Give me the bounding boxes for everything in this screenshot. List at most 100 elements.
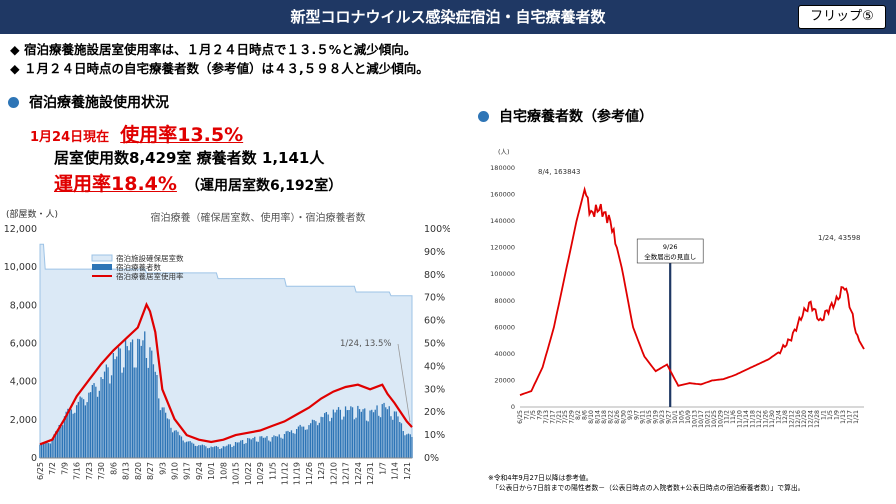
patient-bar	[397, 416, 399, 458]
x-tick-label: 11/2	[724, 410, 731, 424]
x-tick-label: 9/7	[633, 410, 640, 420]
patient-bar	[109, 383, 111, 458]
patient-bar	[240, 440, 242, 458]
patient-bar	[212, 447, 214, 458]
patient-bar	[348, 410, 350, 458]
y-tick-label: 20000	[494, 376, 515, 384]
patient-bar	[103, 371, 106, 458]
patient-bar	[355, 417, 357, 458]
patient-bar	[76, 405, 78, 458]
x-tick-label: 11/10	[737, 410, 744, 428]
patient-bar	[364, 408, 366, 458]
x-tick-label: 9/23	[659, 410, 666, 424]
y-tick-label: 180000	[490, 164, 515, 172]
patient-bar	[331, 417, 333, 458]
patient-bar	[102, 379, 104, 458]
y2-tick-label: 20%	[424, 407, 445, 418]
left-section-title-text: 宿泊療養施設使用状況	[29, 95, 169, 111]
patient-bar	[329, 421, 331, 458]
patient-bar	[39, 444, 41, 458]
patient-bar	[395, 411, 397, 458]
patient-bar	[283, 434, 286, 458]
patient-bar	[318, 422, 320, 458]
patient-bar	[168, 419, 170, 458]
home-chart: (人) 0 20000 40000 60000 80000 100000 120000 1400…	[488, 148, 865, 492]
policy-change-date: 9/26	[663, 243, 678, 251]
patient-bar	[165, 412, 167, 458]
y2-tick-label: 30%	[424, 384, 445, 395]
x-tick-label: 9/15	[646, 410, 653, 424]
page-title: 新型コロナウイルス感染症宿泊・自宅療養者数	[290, 8, 606, 26]
policy-change-box	[636, 238, 704, 264]
patient-bar	[299, 424, 301, 458]
x-tick-label: 1/17	[846, 410, 853, 424]
x-tick-label: 7/21	[556, 410, 563, 424]
patient-bar	[172, 432, 174, 458]
x-tick-label: 8/22	[607, 410, 614, 424]
patient-bar	[351, 407, 354, 458]
footnote-2: 「公表日から7日前までの陽性者数－（公表日時点の入院者数+公表日時点の宿泊療養者…	[492, 483, 804, 492]
patient-bar	[372, 412, 375, 458]
patient-bar	[65, 411, 67, 458]
y-tick-label: 140000	[490, 217, 515, 225]
patient-bar	[187, 441, 190, 458]
x-tick-label: 10/13	[691, 410, 698, 428]
x-tick-label: 6/25	[36, 462, 45, 480]
patient-bar	[381, 404, 383, 458]
patient-bar	[231, 447, 233, 458]
patient-bar	[289, 432, 291, 458]
x-tick-label: 10/17	[698, 410, 705, 428]
patient-bar	[177, 431, 179, 458]
patient-bar	[393, 411, 396, 458]
patient-bar	[388, 406, 390, 458]
x-tick-label: 10/8	[219, 462, 228, 480]
patient-bar	[317, 425, 319, 458]
patient-bar	[297, 426, 300, 458]
patient-bar	[280, 437, 282, 458]
x-tick-label: 12/17	[342, 462, 351, 485]
patient-bar	[252, 438, 254, 458]
x-tick-label: 8/20	[134, 462, 143, 480]
patient-bar	[217, 446, 219, 458]
patient-bar	[264, 437, 266, 458]
patient-bar	[70, 409, 72, 458]
patient-bar	[236, 442, 238, 458]
patient-bar	[130, 342, 132, 458]
patient-bar	[268, 440, 270, 458]
home-care-line	[519, 185, 865, 396]
y-tick-label: 0	[31, 453, 37, 464]
x-tick-label: 7/23	[85, 462, 94, 480]
y-tick-label: 40000	[494, 350, 515, 358]
patient-bar	[86, 402, 88, 458]
y-axis-label: (部屋数・人)	[6, 208, 58, 220]
patient-bar	[137, 338, 139, 458]
patient-bar	[324, 413, 326, 458]
chart-title: 宿泊療養（確保居室数、使用率）・宿泊療養者数	[151, 211, 366, 224]
patient-bar	[186, 441, 188, 458]
patient-bar	[123, 367, 125, 458]
patient-bar	[255, 441, 258, 458]
patient-bar	[110, 375, 113, 458]
y2-tick-label: 70%	[424, 293, 445, 304]
patient-bar	[98, 390, 100, 458]
patient-bar	[259, 436, 261, 458]
patient-bar	[135, 367, 137, 458]
patient-bar	[378, 415, 380, 458]
patient-bar	[374, 409, 376, 458]
patient-bar	[238, 442, 240, 458]
x-tick-label: 11/26	[762, 410, 769, 428]
op-rate-line: 運用率18.4% （運用居室数6,192室）	[54, 169, 342, 196]
patient-bar	[290, 430, 293, 458]
x-tick-label: 1/5	[827, 410, 834, 420]
patient-bar	[332, 409, 334, 458]
patient-bar	[156, 375, 158, 458]
patient-bar	[376, 405, 378, 458]
patient-bar	[173, 430, 176, 458]
patient-bar	[208, 447, 210, 458]
patient-bar	[313, 420, 315, 458]
hotel-chart: (部屋数・人) 宿泊療養（確保居室数、使用率）・宿泊療養者数 0 2,000 4,000…	[4, 208, 450, 485]
patient-bar	[385, 407, 387, 458]
x-tick-label: 8/6	[582, 410, 589, 420]
patient-bar	[276, 436, 279, 458]
patient-bar	[215, 446, 217, 458]
